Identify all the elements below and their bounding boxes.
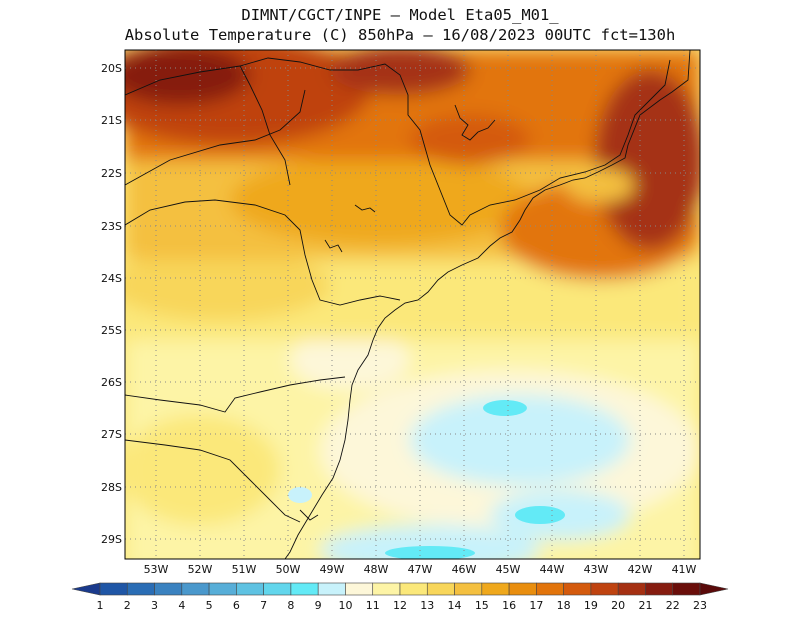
lon-label-43w: 43W: [583, 563, 609, 576]
colorbar-tick-label: 10: [338, 599, 353, 612]
state-border-sc-pr: [125, 376, 346, 413]
colorbar-tick-label: 3: [151, 599, 159, 612]
colorbar-tick-label: 9: [314, 599, 322, 612]
lake-south-2: [354, 204, 376, 213]
state-border-mg-go: [125, 89, 306, 186]
river-parana: [239, 65, 291, 186]
field-band-10b: [320, 525, 540, 559]
colorbar-tick-label: 20: [611, 599, 626, 612]
lon-label-52w: 52W: [187, 563, 213, 576]
colorbar-tick-label: 21: [638, 599, 653, 612]
field-band-9c: [385, 546, 475, 559]
lat-label-27s: 27S: [101, 428, 122, 441]
lat-label-22s: 22S: [101, 167, 122, 180]
field-band-11-coast: [290, 330, 410, 390]
field-band-21-e: [595, 70, 700, 250]
colorbar-tick-label: 4: [178, 599, 186, 612]
state-border-sp-mg: [125, 57, 671, 226]
colorbar-tick-label: 5: [205, 599, 213, 612]
map-title-line2: Absolute Temperature (C) 850hPa – 16/08/…: [124, 26, 676, 44]
atlantic-coastline: [284, 50, 691, 559]
colorbar-tick-label: 19: [583, 599, 598, 612]
colorbar-tick-label: 23: [693, 599, 707, 612]
lat-label-20s: 20S: [101, 62, 122, 75]
colorbar-tick-label: 17: [529, 599, 544, 612]
field-band-21-n: [330, 50, 470, 95]
lake-south-1: [324, 239, 343, 253]
lat-label-23s: 23S: [101, 220, 122, 233]
colorbar-tick-label: 6: [232, 599, 240, 612]
colorbar-tick-label: 18: [556, 599, 571, 612]
lon-label-42w: 42W: [627, 563, 653, 576]
lon-label-48w: 48W: [363, 563, 389, 576]
lon-label-49w: 49W: [319, 563, 345, 576]
field-band-16-e: [565, 167, 635, 203]
colorbar-tick-label: 1: [96, 599, 104, 612]
temperature-field: [125, 50, 700, 559]
lake-south-3: [299, 509, 319, 521]
lat-label-29s: 29S: [101, 533, 122, 546]
lon-label-45w: 45W: [495, 563, 521, 576]
state-border-pr-sp: [125, 199, 401, 306]
map-title-line1: DIMNT/CGCT/INPE – Model Eta05_M01_: [241, 6, 559, 24]
lat-label-26s: 26S: [101, 376, 122, 389]
colorbar-tick-label: 13: [420, 599, 435, 612]
lon-label-51w: 51W: [231, 563, 257, 576]
lon-label-46w: 46W: [451, 563, 477, 576]
plot-frame: [124, 49, 701, 560]
lon-label-47w: 47W: [407, 563, 433, 576]
colorbar-tick-label: 7: [260, 599, 268, 612]
colorbar-tick-label: 12: [393, 599, 407, 612]
lat-label-25s: 25S: [101, 324, 122, 337]
gridlines: [125, 50, 700, 559]
lon-label-50w: 50W: [275, 563, 301, 576]
coastline: [125, 50, 691, 559]
lat-label-21s: 21S: [101, 114, 122, 127]
colorbar-tick-label: 15: [474, 599, 489, 612]
field-band-15-mid: [125, 250, 330, 320]
colorbar-tick-label: 2: [123, 599, 131, 612]
lake-furnas: [454, 104, 496, 141]
field-band-14-sw: [125, 415, 280, 525]
field-band-9b: [515, 506, 565, 524]
field-band-10d: [288, 487, 312, 503]
lat-label-28s: 28S: [101, 481, 122, 494]
colorbar-tick-label: 22: [665, 599, 680, 612]
field-band-17-central: [230, 155, 530, 245]
colorbar-tick-label: 8: [287, 599, 295, 612]
field-band-10a: [410, 395, 630, 485]
lon-label-53w: 53W: [143, 563, 169, 576]
colorbar-tick-label: 16: [502, 599, 517, 612]
colorbar-tick-label: 14: [447, 599, 462, 612]
lat-label-24s: 24S: [101, 272, 122, 285]
lon-label-41w: 41W: [671, 563, 697, 576]
colorbar-tick-label: 11: [365, 599, 380, 612]
lon-label-44w: 44W: [539, 563, 565, 576]
field-band-9a: [483, 400, 527, 416]
field-band-22-nw: [125, 50, 250, 105]
state-border-rs-sc: [125, 439, 301, 523]
